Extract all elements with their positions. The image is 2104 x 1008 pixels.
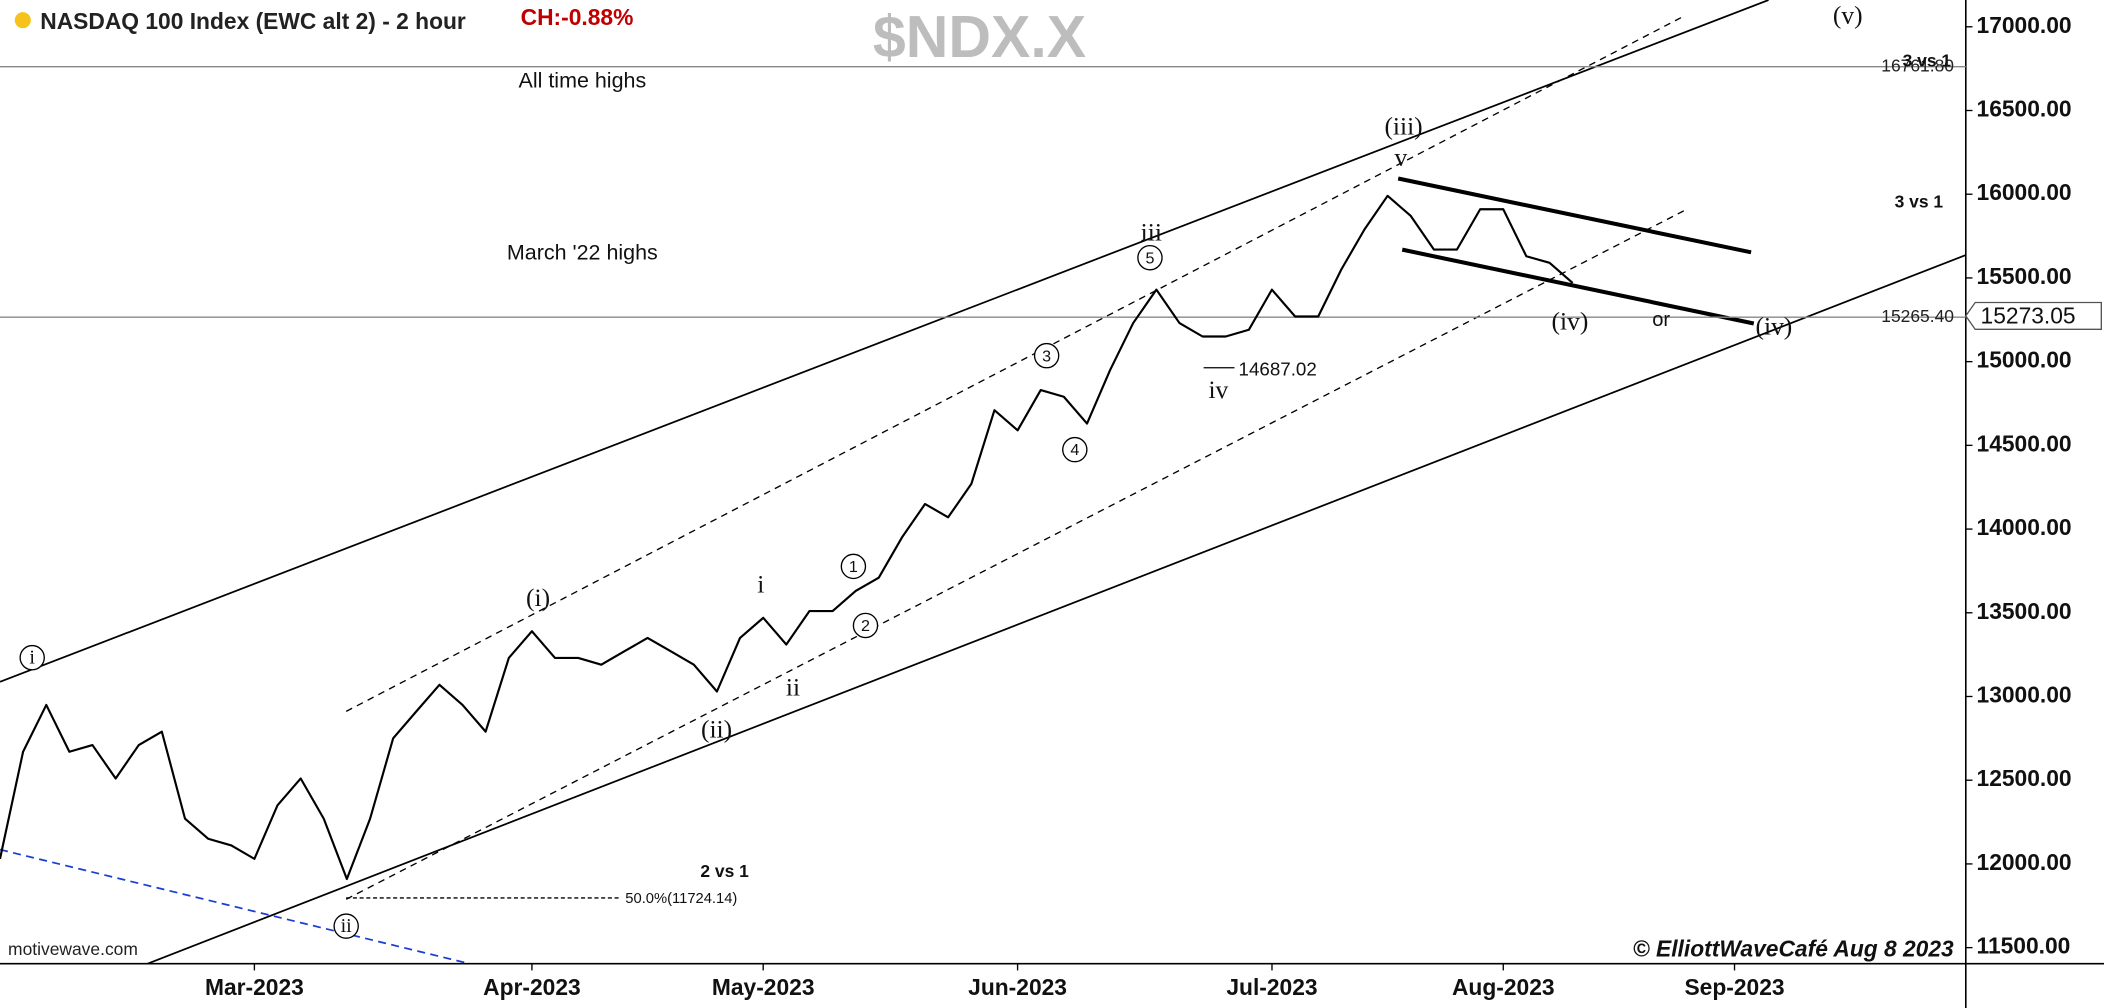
annotation: iv [1208,375,1228,404]
wave-circle [19,644,45,671]
chart-title: NASDAQ 100 Index (EWC alt 2) - 2 hour [40,8,466,34]
annotation: 3 [1042,347,1051,365]
symbol-watermark: $NDX.X [873,4,1086,70]
triangle-upper [1397,176,1752,255]
level-label: 16761.80 [1881,55,1954,75]
annotation: (iii) [1384,112,1422,141]
channel-lower [147,254,1967,965]
annotation: 5 [1145,249,1154,267]
annotation: 2 [861,617,870,635]
annotation: (i) [526,583,550,612]
annotation: 4 [1070,441,1079,459]
status-dot [14,12,31,29]
x-tick-label: Apr-2023 [483,974,581,1000]
x-tick-label: Sep-2023 [1684,974,1784,1000]
annotation: 14687.02 [1239,358,1317,379]
triangle-lower [1401,247,1755,326]
y-tick-label: 15000.00 [1977,347,2072,373]
price-line [0,194,1574,881]
level-label: 15265.40 [1881,306,1954,326]
wave-circle [1033,342,1060,369]
wave-circle [852,612,879,639]
last-price-box [1964,301,2102,331]
annotation: 3 vs 1 [1903,50,1952,70]
annotation: All time highs [519,69,647,93]
annotation: 3 vs 1 [1895,191,1944,211]
wave-circle [333,913,359,939]
annotation: (iv) [1552,306,1589,335]
wave-circle [1137,244,1163,271]
inner-lower [345,210,1685,900]
x-tick-label: Mar-2023 [205,974,304,1000]
annotation: i [757,569,764,598]
last-price: 15273.05 [1981,302,2076,328]
annotation: 2 vs 1 [700,861,749,881]
annotation: i [29,647,35,669]
y-tick-label: 15500.00 [1977,263,2072,289]
y-tick-label: 14500.00 [1977,430,2072,456]
x-tick-label: Jul-2023 [1226,974,1317,1000]
y-tick-label: 16000.00 [1977,179,2072,205]
channel-upper [0,0,1769,683]
y-tick-label: 13500.00 [1977,598,2072,624]
annotation: v [1395,143,1408,172]
y-tick-label: 14000.00 [1977,514,2072,540]
y-tick-label: 17000.00 [1977,12,2072,38]
annotation: ii [786,673,800,702]
blue-trend [0,848,470,965]
annotation: ii [341,915,353,937]
annotation: or [1652,309,1670,331]
wave-circle [1062,436,1088,463]
annotation: (ii) [701,714,732,743]
y-tick-label: 11500.00 [1977,933,2071,959]
annotation: (v) [1833,0,1863,29]
annotation: iii [1141,218,1162,247]
annotation: (iv) [1756,312,1793,341]
credit: © ElliottWaveCafé Aug 8 2023 [1633,935,1954,961]
y-tick-label: 13000.00 [1977,682,2072,708]
x-tick-label: Aug-2023 [1452,974,1555,1000]
y-tick-label: 12500.00 [1977,765,2072,791]
y-tick-label: 12000.00 [1977,849,2072,875]
source: motivewave.com [8,939,138,959]
inner-upper [345,15,1685,712]
annotation: 50.0%(11724.14) [625,891,737,907]
x-tick-label: Jun-2023 [968,974,1067,1000]
wave-circle [840,553,867,580]
x-tick-label: May-2023 [712,974,815,1000]
annotation: 1 [849,558,858,576]
change: CH:-0.88% [521,4,634,30]
y-tick-label: 16500.00 [1977,96,2072,122]
annotation: March '22 highs [507,240,658,264]
